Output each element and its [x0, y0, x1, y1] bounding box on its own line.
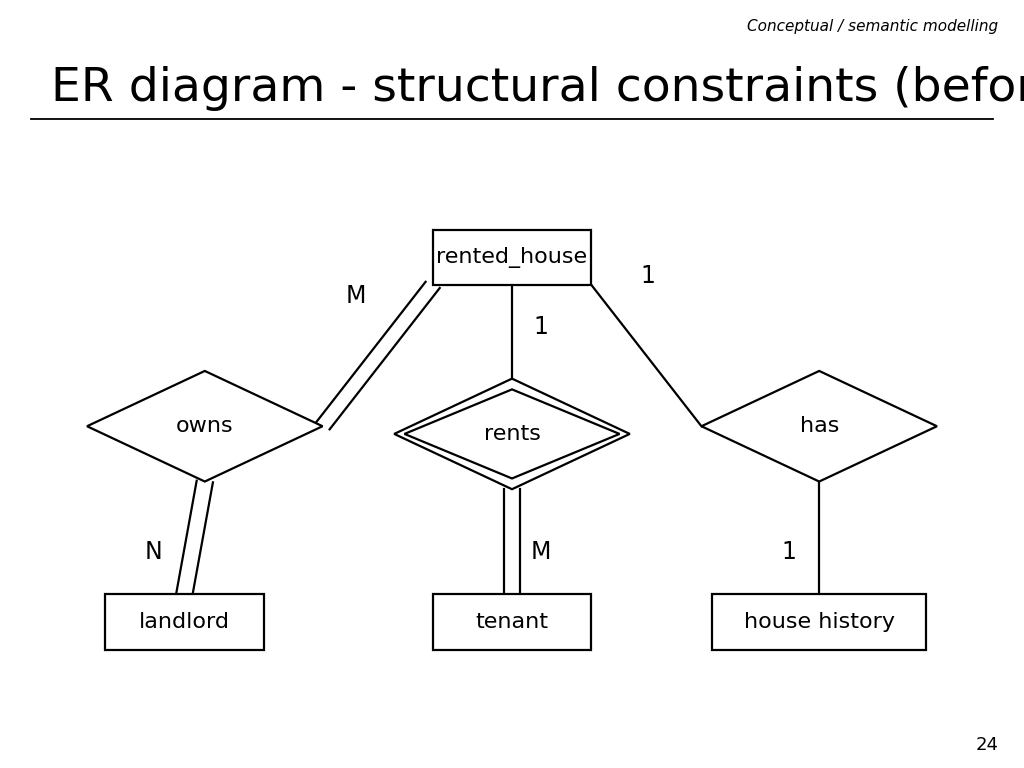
Text: N: N [144, 540, 163, 564]
Text: owns: owns [176, 416, 233, 436]
Text: rents: rents [483, 424, 541, 444]
FancyBboxPatch shape [104, 594, 264, 650]
Text: rented_house: rented_house [436, 247, 588, 268]
Polygon shape [87, 371, 323, 482]
Text: has: has [800, 416, 839, 436]
FancyBboxPatch shape [712, 594, 927, 650]
Text: M: M [530, 540, 551, 564]
Polygon shape [394, 379, 630, 489]
Polygon shape [701, 371, 937, 482]
Text: ER diagram - structural constraints (before): ER diagram - structural constraints (bef… [51, 66, 1024, 111]
Text: tenant: tenant [475, 612, 549, 632]
Text: house history: house history [743, 612, 895, 632]
Text: M: M [346, 283, 366, 308]
FancyBboxPatch shape [432, 230, 592, 285]
Text: 1: 1 [534, 315, 548, 339]
Text: landlord: landlord [139, 612, 229, 632]
Text: 24: 24 [976, 737, 998, 754]
FancyBboxPatch shape [432, 594, 592, 650]
Text: 1: 1 [640, 264, 655, 289]
Text: 1: 1 [781, 540, 796, 564]
Polygon shape [404, 389, 620, 478]
Text: Conceptual / semantic modelling: Conceptual / semantic modelling [748, 19, 998, 35]
